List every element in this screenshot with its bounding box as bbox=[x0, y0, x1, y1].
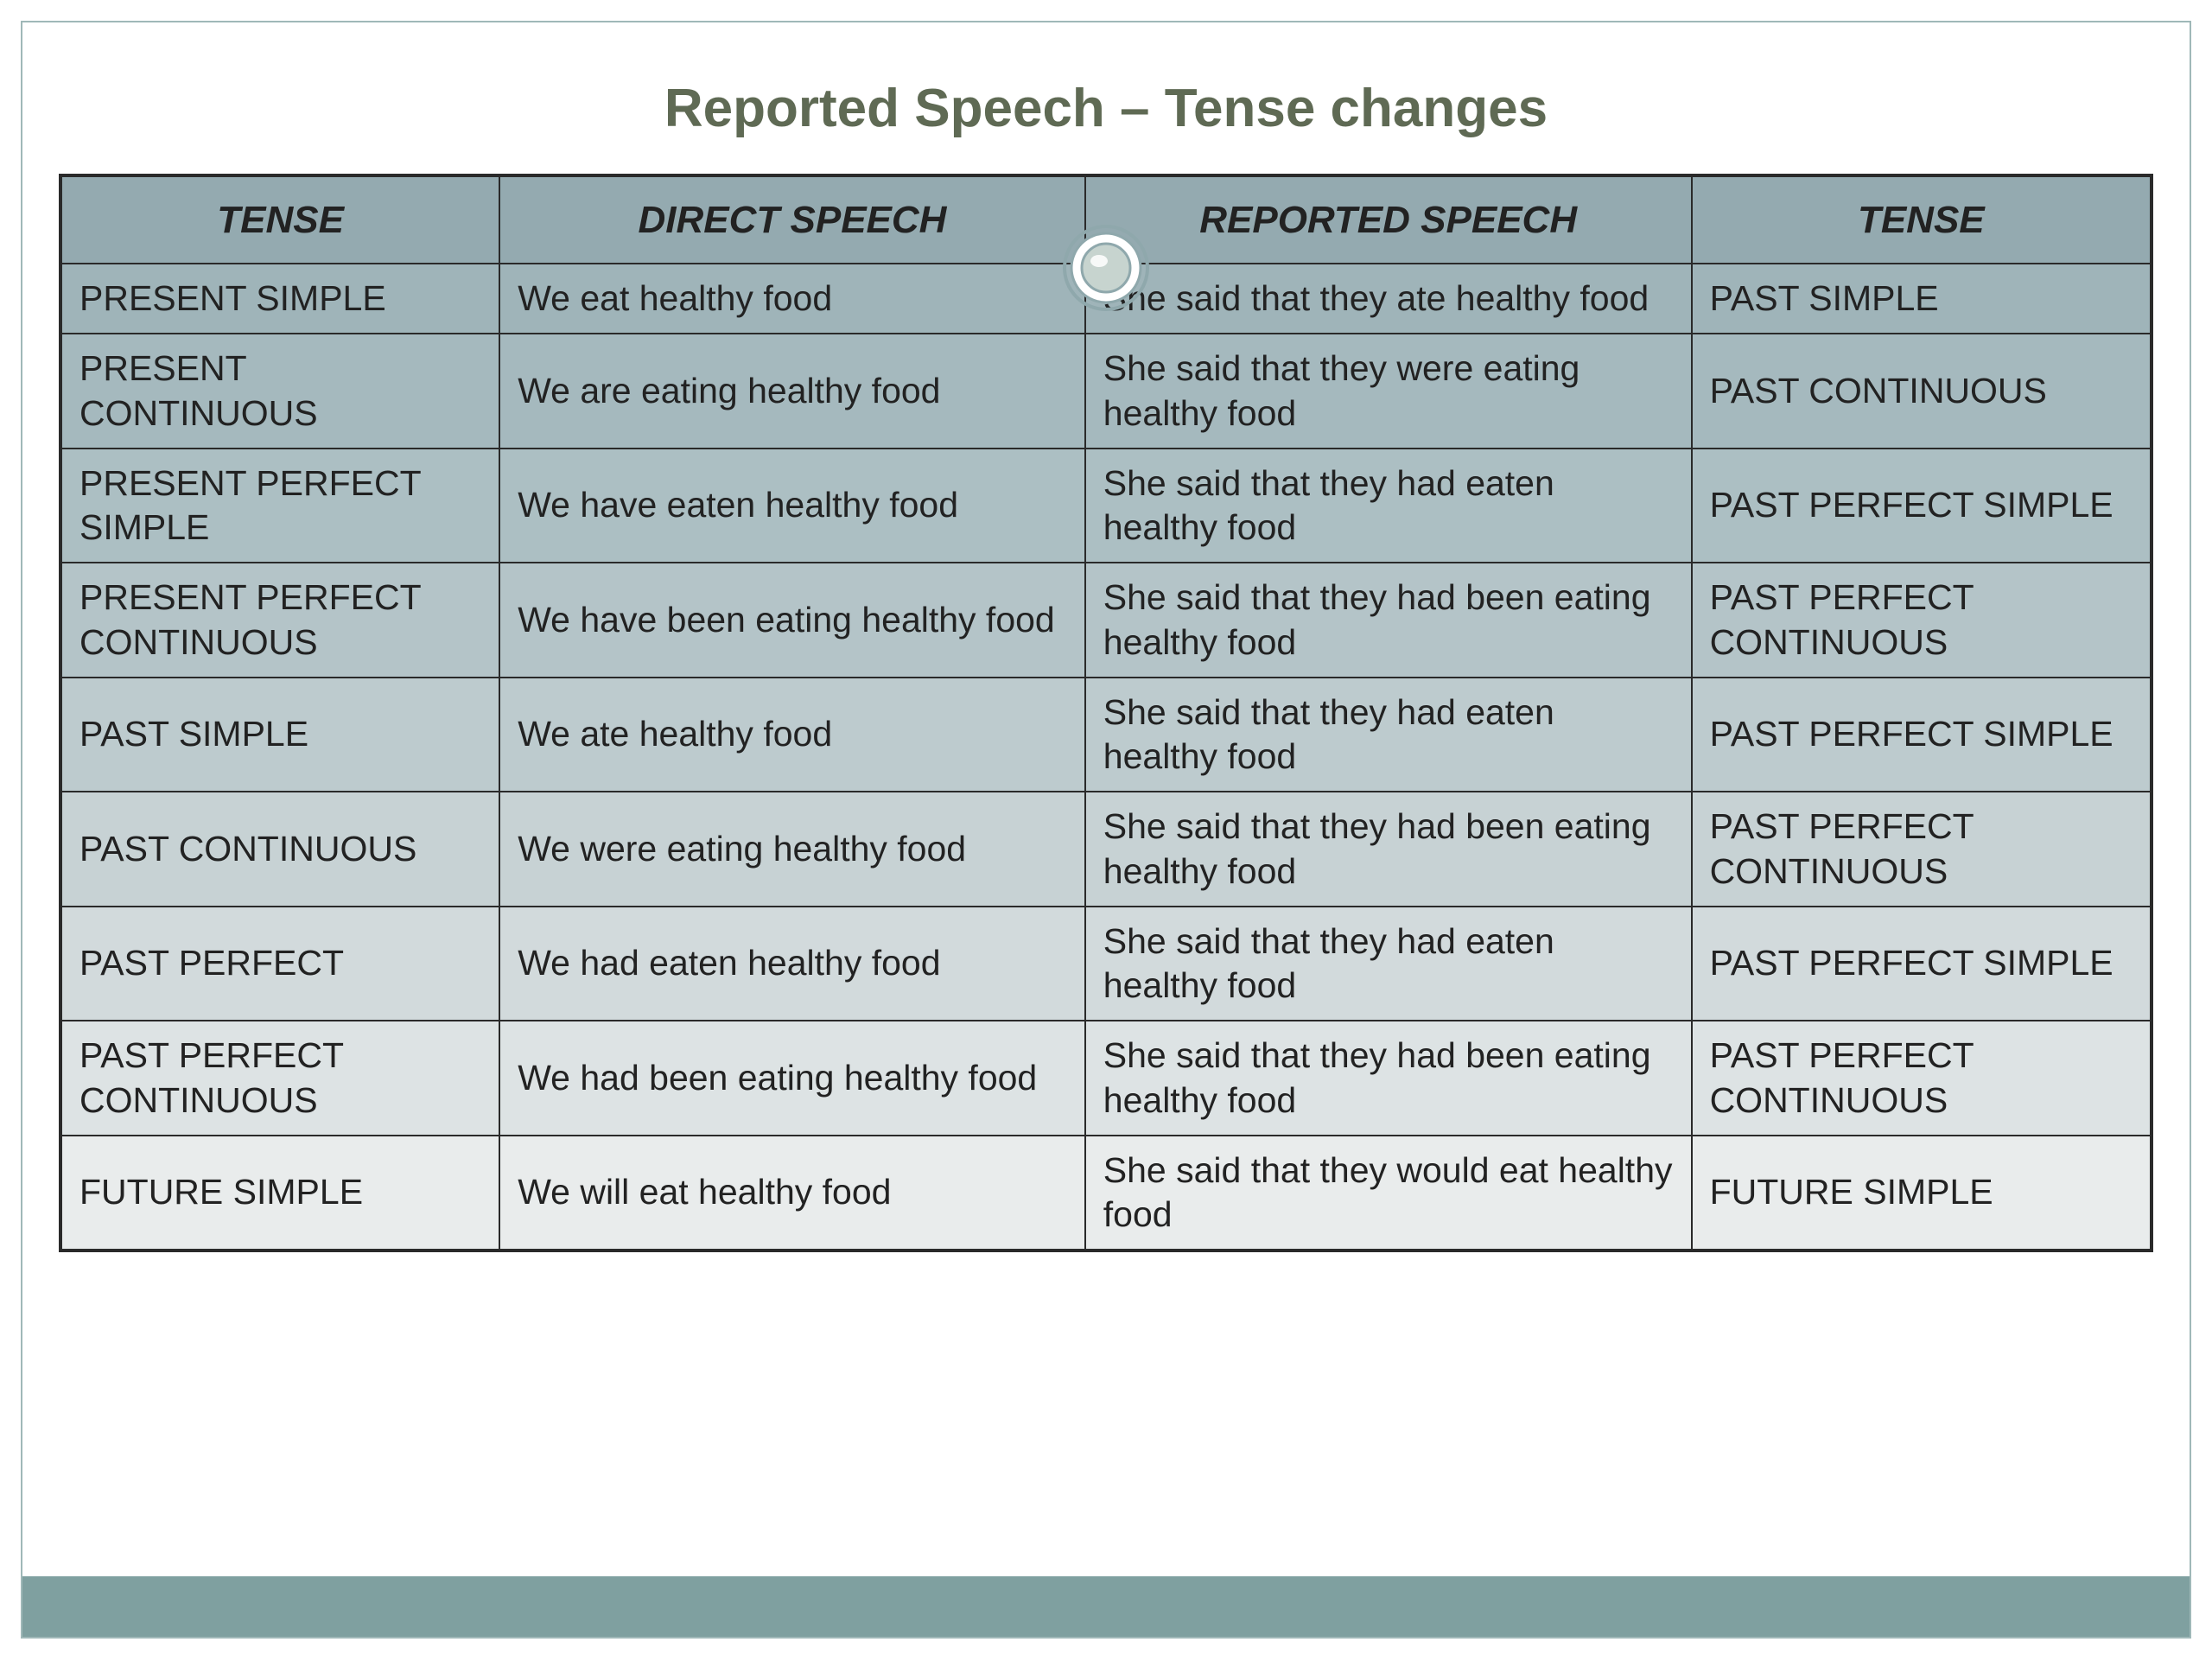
cell-reported: She said that they had been eating healt… bbox=[1085, 792, 1692, 907]
page-title: Reported Speech – Tense changes bbox=[22, 78, 2190, 139]
cell-direct: We eat healthy food bbox=[499, 264, 1085, 334]
cell-reported: She said that they had eaten healthy foo… bbox=[1085, 449, 1692, 563]
cell-tense-to: PAST PERFECT CONTINUOUS bbox=[1692, 1021, 2152, 1136]
cell-reported: She said that they had eaten healthy foo… bbox=[1085, 907, 1692, 1021]
cell-tense-to: PAST PERFECT SIMPLE bbox=[1692, 907, 2152, 1021]
cell-direct: We were eating healthy food bbox=[499, 792, 1085, 907]
cell-reported: She said that they ate healthy food bbox=[1085, 264, 1692, 334]
cell-direct: We are eating healthy food bbox=[499, 334, 1085, 449]
tense-table-container: TENSE DIRECT SPEECH REPORTED SPEECH TENS… bbox=[59, 174, 2153, 1252]
cell-tense-from: PRESENT PERFECT CONTINUOUS bbox=[60, 563, 499, 678]
cell-tense-from: PRESENT PERFECT SIMPLE bbox=[60, 449, 499, 563]
cell-tense-to: PAST PERFECT SIMPLE bbox=[1692, 678, 2152, 792]
cell-tense-from: FUTURE SIMPLE bbox=[60, 1136, 499, 1251]
cell-tense-from: PAST SIMPLE bbox=[60, 678, 499, 792]
table-row: PRESENT CONTINUOUS We are eating healthy… bbox=[60, 334, 2152, 449]
cell-direct: We ate healthy food bbox=[499, 678, 1085, 792]
cell-direct: We had eaten healthy food bbox=[499, 907, 1085, 1021]
table-row: PRESENT PERFECT CONTINUOUS We have been … bbox=[60, 563, 2152, 678]
table-row: PAST PERFECT We had eaten healthy food S… bbox=[60, 907, 2152, 1021]
table-row: PAST SIMPLE We ate healthy food She said… bbox=[60, 678, 2152, 792]
cell-tense-to: PAST CONTINUOUS bbox=[1692, 334, 2152, 449]
pushpin-icon bbox=[1063, 225, 1149, 311]
cell-tense-to: PAST PERFECT CONTINUOUS bbox=[1692, 563, 2152, 678]
slide-frame: Reported Speech – Tense changes TENSE DI… bbox=[21, 21, 2191, 1639]
table-row: PAST CONTINUOUS We were eating healthy f… bbox=[60, 792, 2152, 907]
cell-direct: We have eaten healthy food bbox=[499, 449, 1085, 563]
col-header-tense-to: TENSE bbox=[1692, 175, 2152, 264]
cell-tense-from: PRESENT CONTINUOUS bbox=[60, 334, 499, 449]
cell-reported: She said that they had eaten healthy foo… bbox=[1085, 678, 1692, 792]
cell-direct: We have been eating healthy food bbox=[499, 563, 1085, 678]
cell-reported: She said that they had been eating healt… bbox=[1085, 1021, 1692, 1136]
tense-table: TENSE DIRECT SPEECH REPORTED SPEECH TENS… bbox=[59, 174, 2153, 1252]
cell-tense-from: PAST CONTINUOUS bbox=[60, 792, 499, 907]
cell-reported: She said that they were eating healthy f… bbox=[1085, 334, 1692, 449]
cell-reported: She said that they had been eating healt… bbox=[1085, 563, 1692, 678]
cell-direct: We will eat healthy food bbox=[499, 1136, 1085, 1251]
footer-bar bbox=[22, 1576, 2190, 1637]
cell-tense-from: PAST PERFECT bbox=[60, 907, 499, 1021]
cell-tense-to: PAST PERFECT SIMPLE bbox=[1692, 449, 2152, 563]
col-header-reported: REPORTED SPEECH bbox=[1085, 175, 1692, 264]
cell-tense-to: FUTURE SIMPLE bbox=[1692, 1136, 2152, 1251]
cell-direct: We had been eating healthy food bbox=[499, 1021, 1085, 1136]
cell-tense-from: PAST PERFECT CONTINUOUS bbox=[60, 1021, 499, 1136]
cell-reported: She said that they would eat healthy foo… bbox=[1085, 1136, 1692, 1251]
col-header-direct: DIRECT SPEECH bbox=[499, 175, 1085, 264]
col-header-tense-from: TENSE bbox=[60, 175, 499, 264]
table-row: PRESENT PERFECT SIMPLE We have eaten hea… bbox=[60, 449, 2152, 563]
cell-tense-from: PRESENT SIMPLE bbox=[60, 264, 499, 334]
table-row: PAST PERFECT CONTINUOUS We had been eati… bbox=[60, 1021, 2152, 1136]
table-row: FUTURE SIMPLE We will eat healthy food S… bbox=[60, 1136, 2152, 1251]
cell-tense-to: PAST PERFECT CONTINUOUS bbox=[1692, 792, 2152, 907]
cell-tense-to: PAST SIMPLE bbox=[1692, 264, 2152, 334]
